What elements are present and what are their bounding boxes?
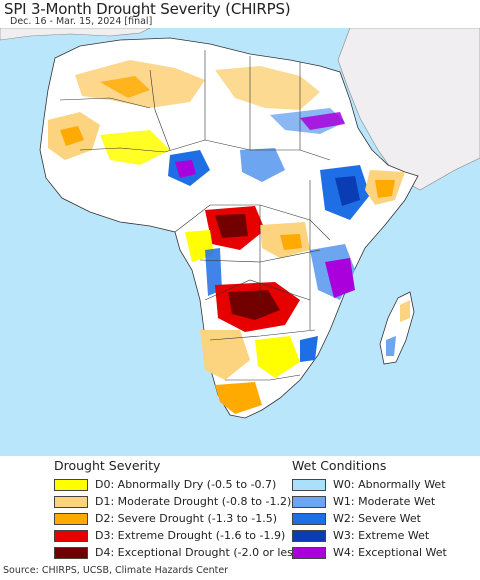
w4-swatch <box>292 546 326 559</box>
d4-label: D4: Exceptional Drought (-2.0 or less) <box>95 546 303 559</box>
w2-swatch <box>292 512 326 525</box>
legend-item-d3: D3: Extreme Drought (-1.6 to -1.9) <box>54 527 303 544</box>
d1-swatch <box>54 495 88 508</box>
source-credit: Source: CHIRPS, UCSB, Climate Hazards Ce… <box>3 565 229 576</box>
legend-item-d1: D1: Moderate Drought (-0.8 to -1.2) <box>54 493 303 510</box>
d4-swatch <box>54 546 88 559</box>
drought-legend-heading: Drought Severity <box>54 458 161 473</box>
legend-item-w3: W3: Extreme Wet <box>292 527 447 544</box>
southern-africa-drought <box>200 282 318 414</box>
d0-label: D0: Abnormally Dry (-0.5 to -0.7) <box>95 478 277 491</box>
w1-swatch <box>292 495 326 508</box>
east-africa-wet <box>205 244 355 300</box>
legend-item-w0: W0: Abnormally Wet <box>292 476 447 493</box>
map-subtitle: Dec. 16 - Mar. 15, 2024 [final] <box>10 16 153 27</box>
wet-legend-heading: Wet Conditions <box>292 458 387 473</box>
w4-label: W4: Exceptional Wet <box>333 546 447 559</box>
legend-item-w1: W1: Moderate Wet <box>292 493 447 510</box>
w3-swatch <box>292 529 326 542</box>
d2-label: D2: Severe Drought (-1.3 to -1.5) <box>95 512 278 525</box>
d3-swatch <box>54 529 88 542</box>
legend-item-d2: D2: Severe Drought (-1.3 to -1.5) <box>54 510 303 527</box>
sahara-drought-patches <box>48 60 320 165</box>
legend-item-w2: W2: Severe Wet <box>292 510 447 527</box>
legend-item-d4: D4: Exceptional Drought (-2.0 or less) <box>54 544 303 561</box>
w0-swatch <box>292 478 326 491</box>
w2-label: W2: Severe Wet <box>333 512 421 525</box>
map-legend: Drought Severity D0: Abnormally Dry (-0.… <box>0 456 480 562</box>
w0-label: W0: Abnormally Wet <box>333 478 446 491</box>
d0-swatch <box>54 478 88 491</box>
map-title: SPI 3-Month Drought Severity (CHIRPS) <box>4 0 291 18</box>
wet-legend: Wet Conditions W0: Abnormally Wet W1: Mo… <box>292 456 447 561</box>
w3-label: W3: Extreme Wet <box>333 529 430 542</box>
sahel-wet-patches <box>168 108 370 220</box>
madagascar-patches <box>386 300 410 356</box>
drought-map <box>0 28 480 459</box>
europe-coast <box>0 28 151 41</box>
d1-label: D1: Moderate Drought (-0.8 to -1.2) <box>95 495 292 508</box>
drought-legend: Drought Severity D0: Abnormally Dry (-0.… <box>54 456 303 561</box>
country-borders <box>59 50 331 381</box>
legend-item-w4: W4: Exceptional Wet <box>292 544 447 561</box>
d2-swatch <box>54 512 88 525</box>
d3-label: D3: Extreme Drought (-1.6 to -1.9) <box>95 529 286 542</box>
legend-item-d0: D0: Abnormally Dry (-0.5 to -0.7) <box>54 476 303 493</box>
horn-of-africa-patches <box>365 170 405 205</box>
w1-label: W1: Moderate Wet <box>333 495 436 508</box>
